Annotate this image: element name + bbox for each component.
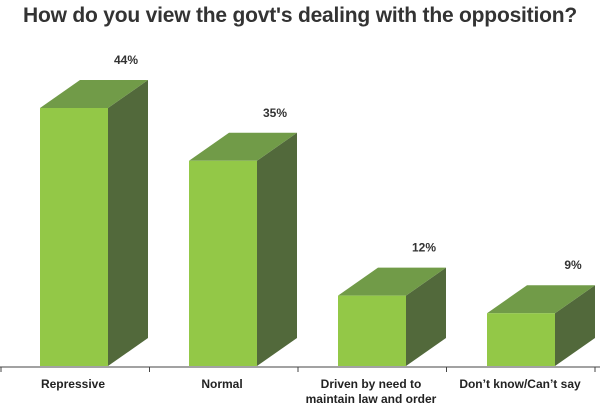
bar [487, 313, 555, 366]
value-label: 12% [412, 241, 436, 255]
bar-top [40, 80, 148, 108]
category-label: Driven by need to [321, 377, 422, 391]
bar [189, 160, 257, 366]
bar-side [108, 80, 148, 366]
bar [40, 108, 108, 366]
category-label: maintain law and order [306, 392, 437, 406]
bar-top [338, 267, 446, 296]
bar-top [487, 285, 595, 314]
bar-top [189, 132, 297, 161]
category-label: Don’t know/Can’t say [459, 377, 581, 391]
value-label: 35% [263, 106, 287, 120]
value-label: 44% [114, 53, 138, 67]
bar-side [406, 267, 446, 366]
bar [338, 295, 406, 366]
value-label: 9% [564, 258, 582, 272]
bar-side [555, 285, 595, 366]
chart-title: How do you view the govt's dealing with … [23, 4, 577, 27]
category-label: Repressive [41, 377, 105, 391]
category-label: Normal [201, 377, 242, 391]
bar-side [257, 132, 297, 366]
